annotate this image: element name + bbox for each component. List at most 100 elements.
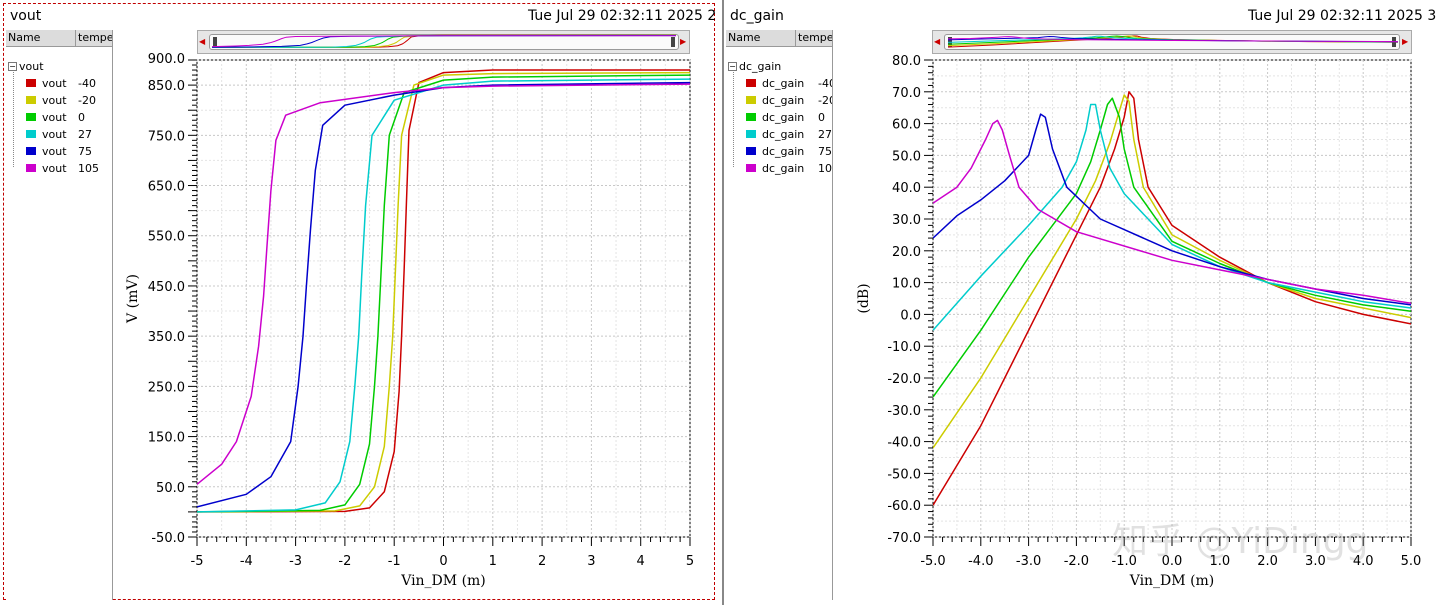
x-tick-label: 1.0 bbox=[1209, 554, 1230, 569]
x-tick-label: 4.0 bbox=[1353, 554, 1374, 569]
vout-plot-window[interactable]: vout Tue Jul 29 02:32:11 2025 2 Name tem… bbox=[0, 0, 720, 605]
y-tick-label: -60.0 bbox=[887, 499, 921, 514]
scroll-left-icon[interactable]: ◀ bbox=[934, 37, 941, 46]
legend-item[interactable]: dc_gain 27 bbox=[746, 126, 832, 142]
legend-item[interactable]: dc_gain 75 bbox=[746, 143, 832, 159]
legend-item-name: dc_gain bbox=[762, 144, 805, 158]
x-tick-label: -2 bbox=[338, 554, 351, 569]
series-line[interactable] bbox=[197, 71, 690, 513]
y-tick-label: 150.0 bbox=[148, 431, 185, 446]
swatch-icon bbox=[746, 113, 756, 121]
thumb-grip-left[interactable] bbox=[213, 37, 217, 47]
x-tick-label: 0 bbox=[439, 554, 447, 569]
vout-chart[interactable]: -5 -4 -3 -2 -1 0 1 2 3 4 5 -50.0 50.0 150.0 250.0 350.0… bbox=[0, 0, 720, 605]
series-group bbox=[197, 69, 690, 513]
overview-line bbox=[211, 35, 676, 48]
legend-item[interactable]: vout -40 bbox=[26, 75, 96, 91]
scroll-left-icon[interactable]: ◀ bbox=[199, 37, 206, 46]
y-tick-label: 0.0 bbox=[900, 308, 921, 323]
window-title: dc_gain bbox=[730, 8, 784, 24]
dc-gain-chart[interactable]: -5.0 -4.0 -3.0 -2.0 -1.0 0.0 1.0 2.0 3.0 4.0 5.0 -7… bbox=[724, 0, 1440, 605]
series-line[interactable] bbox=[933, 119, 1411, 305]
series-line[interactable] bbox=[197, 83, 690, 485]
legend-item[interactable]: vout 27 bbox=[26, 126, 92, 142]
legend-item-name: dc_gain bbox=[762, 110, 805, 124]
y-tick-label: 50.0 bbox=[156, 481, 185, 496]
legend-group[interactable]: − dc_gain bbox=[728, 60, 781, 73]
legend-col-name[interactable]: Name bbox=[726, 30, 796, 46]
legend-item[interactable]: vout 105 bbox=[26, 160, 99, 176]
dc-gain-plot-window[interactable]: dc_gain Tue Jul 29 02:32:11 2025 3 Name … bbox=[722, 0, 1440, 605]
x-tick-label: -4 bbox=[240, 554, 253, 569]
legend-item[interactable]: vout 75 bbox=[26, 143, 92, 159]
legend-item-temp: 27 bbox=[78, 127, 92, 141]
x-tick-label: 3 bbox=[587, 554, 595, 569]
legend-item[interactable]: dc_gain -20 bbox=[746, 92, 832, 108]
legend-item[interactable]: vout -20 bbox=[26, 92, 96, 108]
y-axis-label: V (mV) bbox=[125, 274, 141, 324]
legend-item-name: vout bbox=[42, 144, 67, 158]
x-tick-label: -1.0 bbox=[1112, 554, 1137, 569]
y-tick-label: -70.0 bbox=[887, 531, 921, 546]
y-tick-label: 40.0 bbox=[892, 181, 921, 196]
legend-item-name: vout bbox=[42, 127, 67, 141]
swatch-icon bbox=[746, 147, 756, 155]
scroll-right-icon[interactable]: ▶ bbox=[1402, 37, 1409, 46]
legend-item-name: dc_gain bbox=[762, 93, 805, 107]
legend-item[interactable]: dc_gain 105 bbox=[746, 160, 832, 176]
tree-line bbox=[13, 72, 14, 167]
overview-scrollbar[interactable]: ◀ ▶ bbox=[197, 30, 690, 54]
scrollbar-thumb[interactable] bbox=[209, 34, 679, 50]
tree-line bbox=[733, 72, 734, 167]
legend-col-name[interactable]: Name bbox=[6, 30, 76, 46]
collapse-icon[interactable]: − bbox=[728, 62, 737, 71]
series-line[interactable] bbox=[197, 81, 690, 508]
legend-item-temp: -20 bbox=[78, 93, 96, 107]
y-tick-label: 850.0 bbox=[148, 79, 185, 94]
y-tick-label: -50.0 bbox=[151, 531, 185, 546]
series-line[interactable] bbox=[933, 94, 1411, 449]
y-tick-label: 350.0 bbox=[148, 330, 185, 345]
series-line[interactable] bbox=[197, 69, 690, 513]
series-line[interactable] bbox=[933, 103, 1411, 331]
y-tick-label: 900.0 bbox=[148, 52, 185, 67]
x-tick-label: -1 bbox=[388, 554, 401, 569]
legend-item-name: dc_gain bbox=[762, 127, 805, 141]
x-tick-label: -4.0 bbox=[968, 554, 993, 569]
series-line[interactable] bbox=[197, 78, 690, 513]
collapse-icon[interactable]: − bbox=[8, 62, 17, 71]
legend-col-temp[interactable]: tempe bbox=[78, 31, 112, 44]
legend-item[interactable]: dc_gain -40 bbox=[746, 75, 832, 91]
y-tick-label: 550.0 bbox=[148, 230, 185, 245]
overview-line bbox=[212, 34, 676, 48]
thumb-grip-right[interactable] bbox=[671, 37, 675, 47]
x-tick-label: -5.0 bbox=[920, 554, 945, 569]
series-line[interactable] bbox=[933, 97, 1411, 398]
x-tick-label: -3 bbox=[289, 554, 302, 569]
legend-item-temp: 0 bbox=[818, 110, 825, 124]
legend-item[interactable]: vout 0 bbox=[26, 109, 85, 125]
legend-group[interactable]: − vout bbox=[8, 60, 44, 73]
legend-item-name: dc_gain bbox=[762, 161, 805, 175]
swatch-icon bbox=[26, 79, 36, 87]
scroll-right-icon[interactable]: ▶ bbox=[680, 37, 687, 46]
legend-panel: Name tempe − dc_gain dc_gain-40 dc_gain-… bbox=[726, 30, 833, 600]
legend-item[interactable]: dc_gain 0 bbox=[746, 109, 825, 125]
y-tick-label: 30.0 bbox=[892, 213, 921, 228]
y-tick-label: 450.0 bbox=[148, 280, 185, 295]
window-date: Tue Jul 29 02:32:11 2025 3 bbox=[1248, 8, 1437, 24]
swatch-icon bbox=[746, 96, 756, 104]
legend-col-temp[interactable]: tempe bbox=[798, 31, 832, 44]
legend-header: Name tempe bbox=[726, 30, 832, 47]
y-tick-label: -30.0 bbox=[887, 404, 921, 419]
legend-header: Name tempe bbox=[6, 30, 112, 47]
legend-item-temp: 105 bbox=[818, 161, 832, 175]
y-tick-label: -40.0 bbox=[887, 436, 921, 451]
y-tick-label: 250.0 bbox=[148, 380, 185, 395]
swatch-icon bbox=[26, 96, 36, 104]
series-line[interactable] bbox=[197, 74, 690, 513]
legend-item-temp: -20 bbox=[818, 93, 832, 107]
y-tick-label: 750.0 bbox=[148, 129, 185, 144]
overview-line bbox=[211, 35, 677, 48]
series-line[interactable] bbox=[933, 91, 1411, 506]
